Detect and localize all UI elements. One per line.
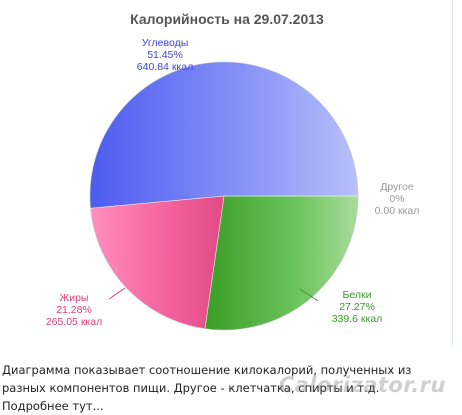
label-Углеводы-name: Углеводы	[142, 37, 189, 49]
pie-slice-Углеводы[interactable]	[89, 61, 359, 209]
label-Белки-kcal: 339.6 ккал	[332, 313, 383, 325]
label-Белки-percent: 27.27%	[339, 301, 375, 313]
label-Углеводы-percent: 51.45%	[147, 49, 183, 61]
label-Другое-kcal: 0.00 ккал	[375, 205, 420, 217]
leader-line-Жиры	[108, 287, 126, 300]
label-Другое-name: Другое	[380, 181, 414, 193]
label-Жиры-kcal: 265.05 ккал	[46, 316, 102, 328]
pie-chart: Калорийность на 29.07.2013 Углеводы51.45…	[46, 11, 420, 331]
label-Белки-name: Белки	[343, 289, 372, 301]
pie-outline	[89, 61, 359, 331]
watermark-logo: Calorizator.ru	[278, 373, 446, 397]
label-Жиры-name: Жиры	[60, 292, 89, 304]
chart-description: Диаграмма показывает соотношение килокал…	[0, 345, 462, 413]
pie-slice-Жиры[interactable]	[90, 195, 225, 329]
leader-line-Белки	[299, 288, 319, 302]
chart-panel: Калорийность на 29.07.2013 Углеводы 51.45…	[45, 0, 453, 345]
label-Углеводы-kcal: 640.84 ккал	[137, 61, 193, 73]
label-Другое-percent: 0%	[389, 193, 404, 205]
pie-slice-Белки[interactable]	[204, 195, 359, 331]
label-Жиры-percent: 21.28%	[56, 304, 92, 316]
chart-title: Калорийность на 29.07.2013	[130, 11, 324, 27]
